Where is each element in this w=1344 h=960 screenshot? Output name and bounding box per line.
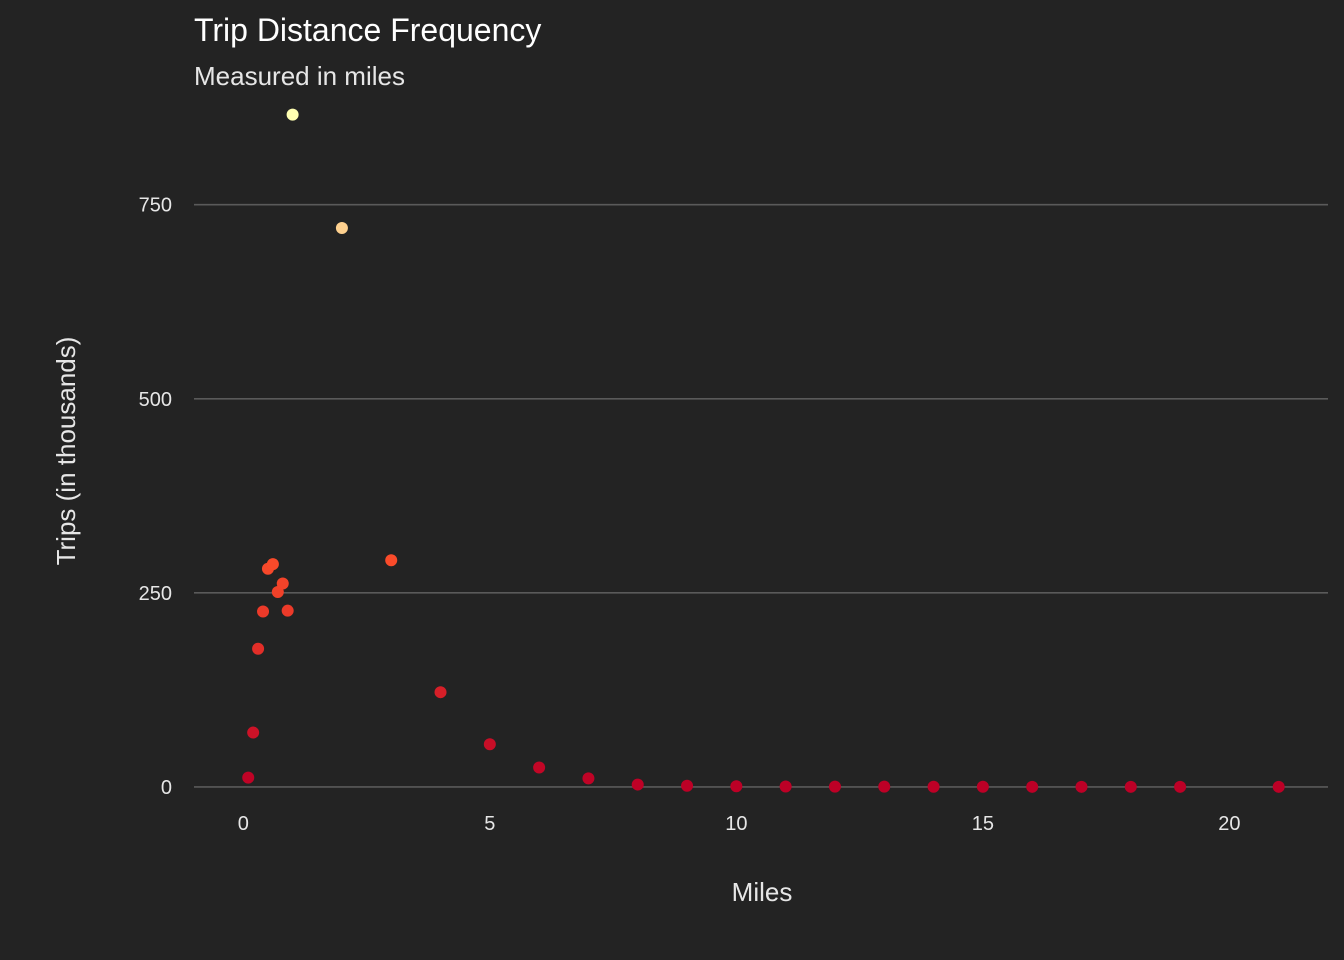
data-point bbox=[730, 780, 743, 793]
y-tick-label: 500 bbox=[139, 389, 172, 411]
data-point bbox=[631, 778, 644, 791]
x-tick-label: 5 bbox=[484, 813, 495, 835]
data-point bbox=[257, 605, 270, 618]
data-point bbox=[266, 558, 279, 571]
y-tick-label: 0 bbox=[161, 777, 172, 799]
data-point bbox=[483, 738, 496, 751]
data-point bbox=[434, 686, 447, 699]
data-point bbox=[582, 772, 595, 785]
data-point bbox=[335, 221, 348, 234]
x-tick-label: 20 bbox=[1218, 813, 1240, 835]
data-point bbox=[1026, 780, 1039, 793]
y-axis-ticks: 0 250 500 750 bbox=[139, 195, 172, 799]
x-axis-label: Miles bbox=[732, 877, 793, 907]
x-axis-ticks: 0 5 10 15 20 bbox=[238, 813, 1241, 835]
chart-title: Trip Distance Frequency bbox=[194, 12, 541, 48]
x-tick-label: 10 bbox=[725, 813, 747, 835]
data-point bbox=[247, 726, 260, 739]
x-tick-label: 15 bbox=[972, 813, 994, 835]
y-tick-label: 250 bbox=[139, 583, 172, 605]
chart-subtitle: Measured in miles bbox=[194, 61, 405, 91]
y-tick-label: 750 bbox=[139, 195, 172, 217]
data-point bbox=[1174, 780, 1187, 793]
data-point bbox=[385, 554, 398, 567]
data-point bbox=[252, 642, 265, 655]
data-point bbox=[533, 761, 546, 774]
data-point bbox=[242, 771, 255, 784]
data-point bbox=[828, 780, 841, 793]
data-point bbox=[1124, 780, 1137, 793]
data-point bbox=[286, 108, 299, 121]
data-point bbox=[878, 780, 891, 793]
data-point bbox=[1075, 780, 1088, 793]
gridlines bbox=[194, 203, 1328, 788]
data-point bbox=[681, 779, 694, 792]
data-point bbox=[1272, 780, 1285, 793]
data-point bbox=[779, 780, 792, 793]
data-point bbox=[281, 604, 294, 617]
data-points bbox=[242, 108, 1285, 793]
data-point bbox=[927, 780, 940, 793]
x-tick-label: 0 bbox=[238, 813, 249, 835]
data-point bbox=[976, 780, 989, 793]
data-point bbox=[276, 577, 289, 590]
y-axis-label: Trips (in thousands) bbox=[51, 337, 81, 566]
